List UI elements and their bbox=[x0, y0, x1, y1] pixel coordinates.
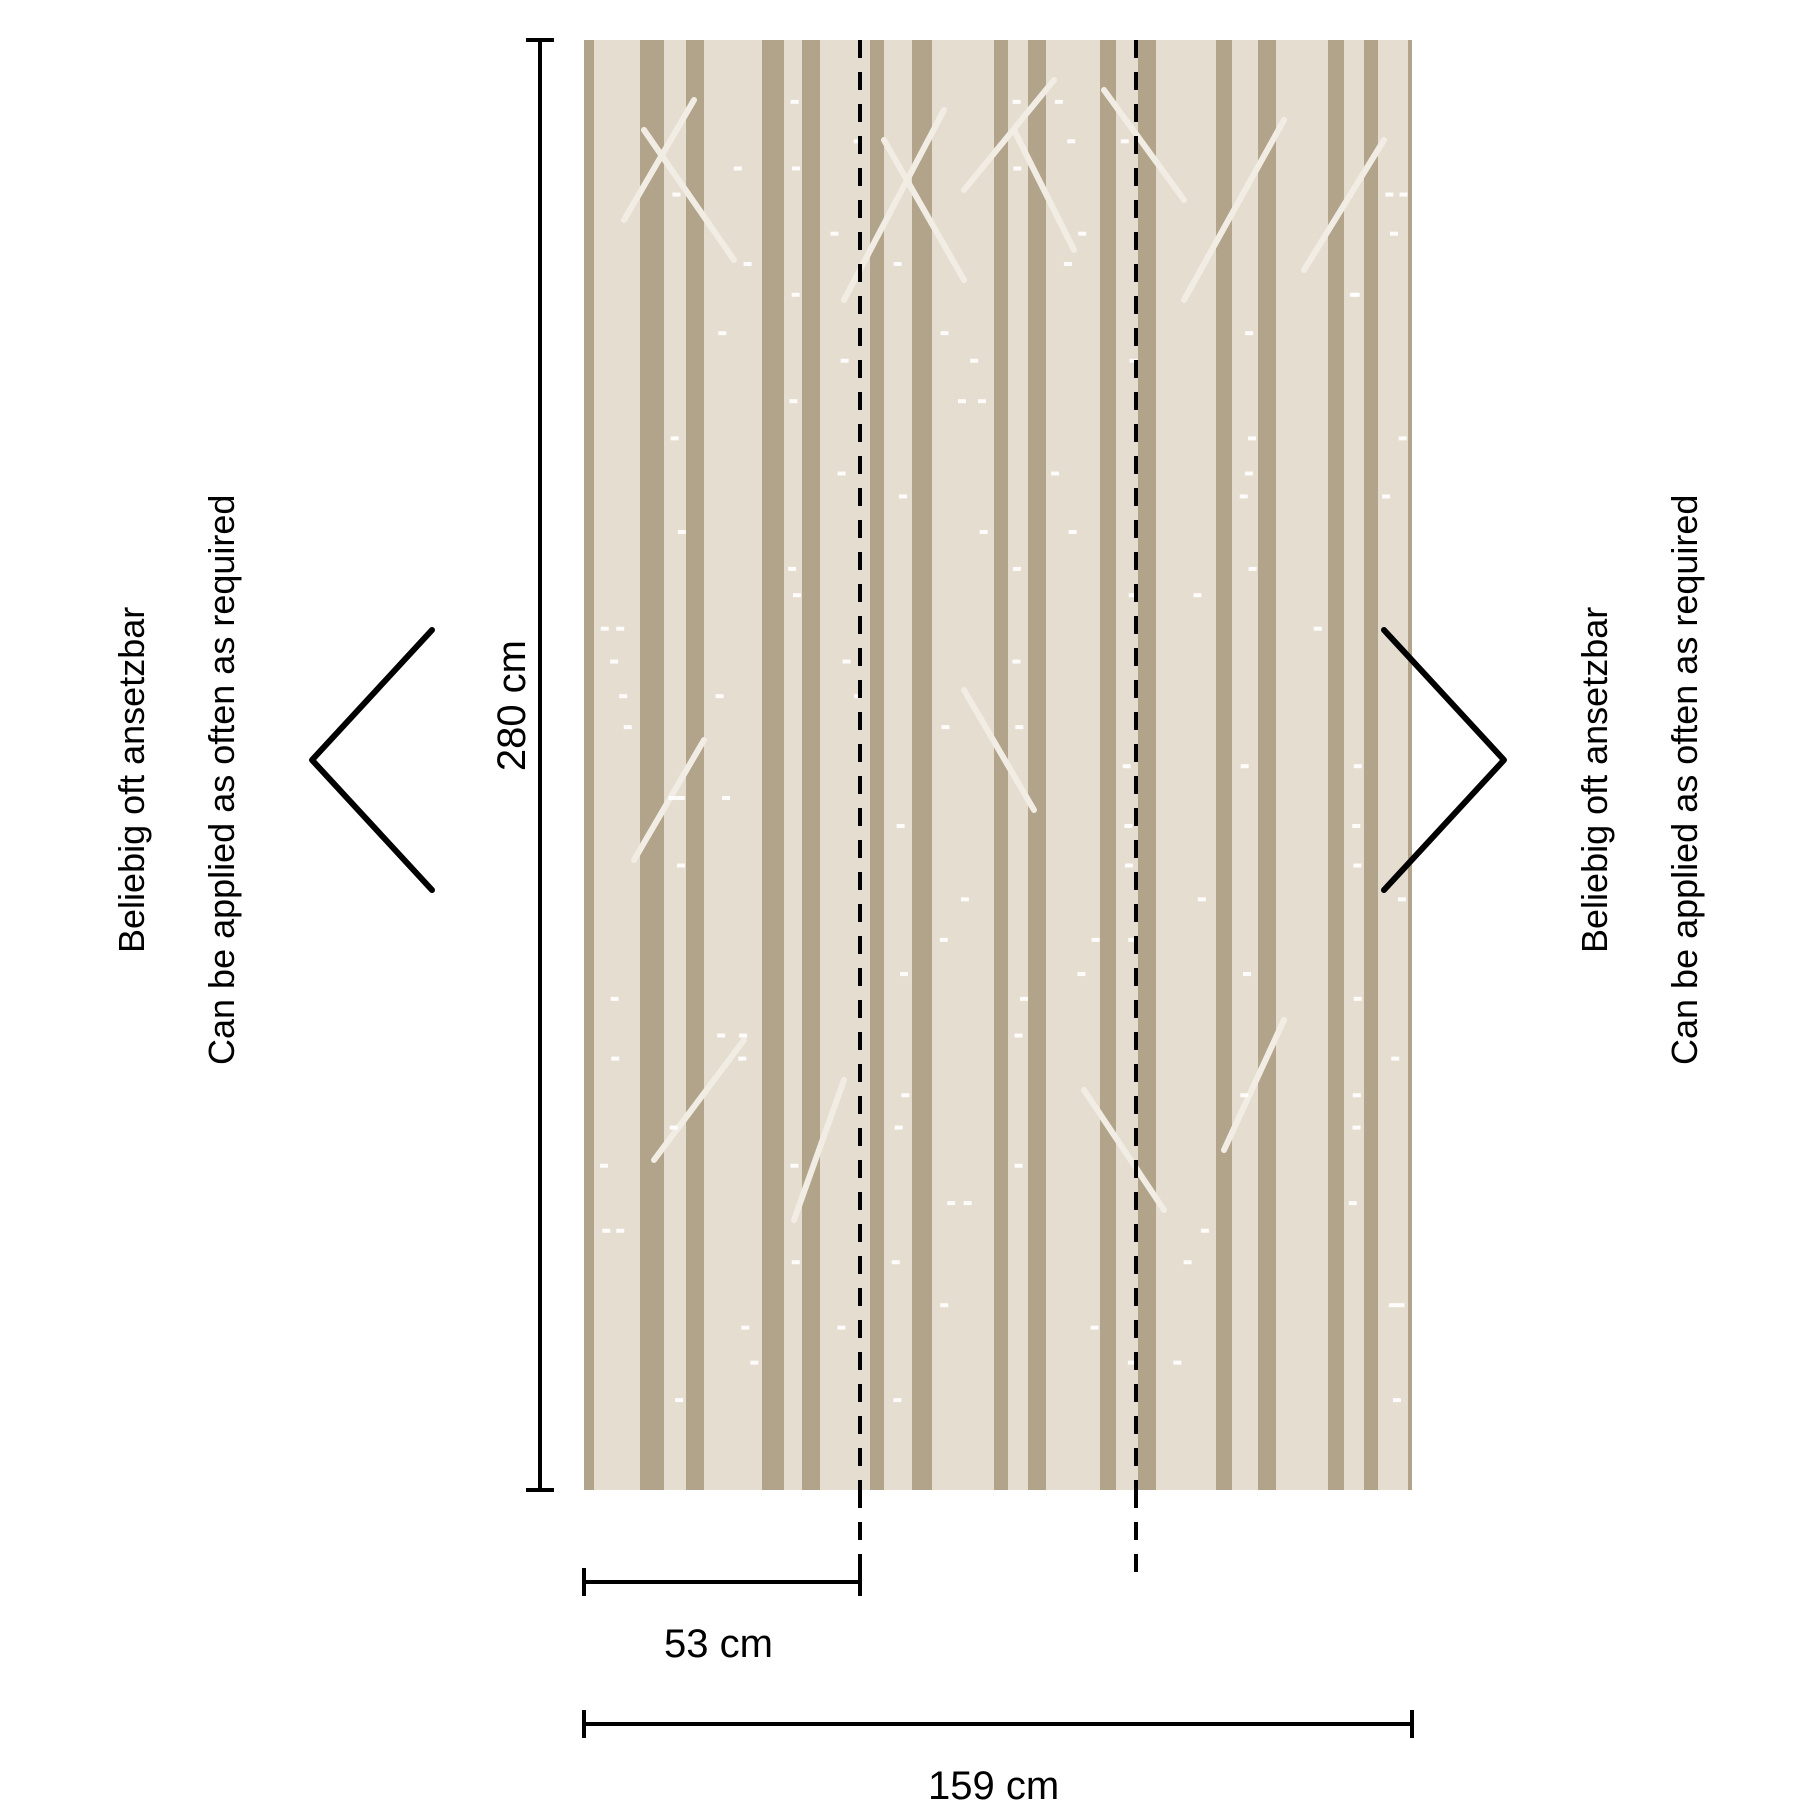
panel-width-label: 53 cm bbox=[664, 1622, 773, 1667]
repeat-note-line1: Beliebig oft ansetzbar bbox=[111, 607, 152, 953]
chevron-left-icon bbox=[312, 630, 432, 890]
height-dimension-label: 280 cm bbox=[490, 640, 535, 771]
mural-illustration bbox=[584, 40, 1412, 1490]
repeat-note-left: Beliebig oft ansetzbar Can be applied as… bbox=[64, 350, 289, 1250]
repeat-note-right: Beliebig oft ansetzbar Can be applied as… bbox=[1527, 350, 1752, 1250]
repeat-note-line2: Can be applied as often as required bbox=[201, 495, 242, 1065]
total-width-label: 159 cm bbox=[928, 1764, 1059, 1800]
repeat-note-line1: Beliebig oft ansetzbar bbox=[1574, 607, 1615, 953]
diagram-stage: Beliebig oft ansetzbar Can be applied as… bbox=[0, 0, 1816, 1800]
repeat-note-line2: Can be applied as often as required bbox=[1664, 495, 1705, 1065]
